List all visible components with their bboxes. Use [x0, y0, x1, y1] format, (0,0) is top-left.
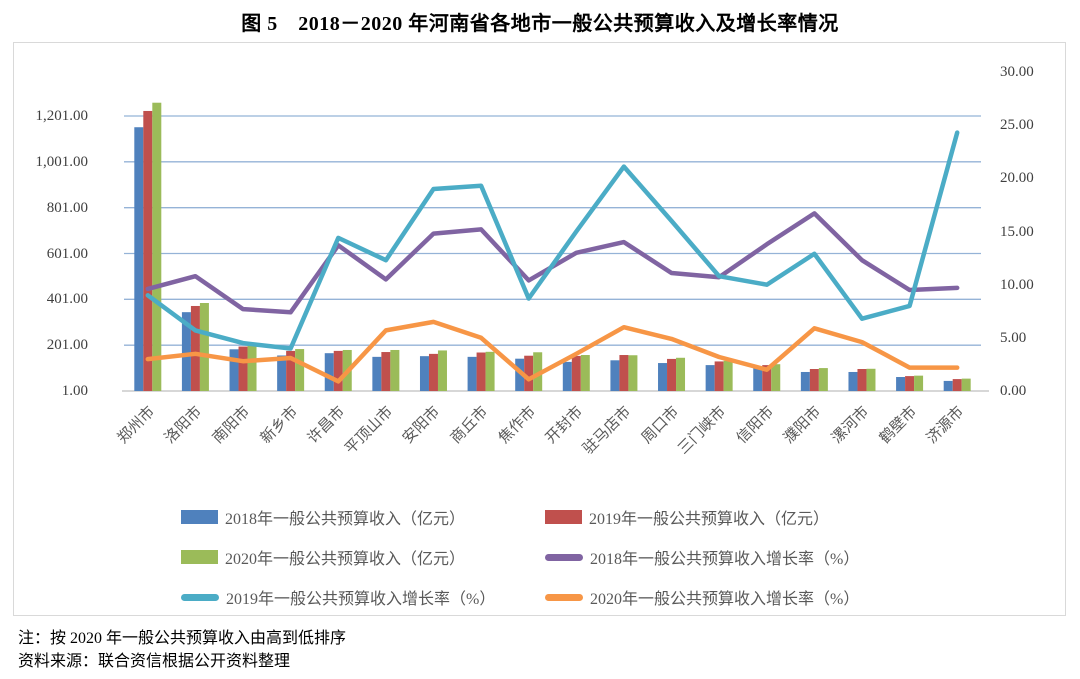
right-axis-tick: 15.00	[1000, 223, 1034, 240]
bar	[943, 380, 953, 391]
right-axis-tick: 10.00	[1000, 276, 1034, 293]
bar	[676, 357, 686, 391]
legend-item: 2018年一般公共预算收入（亿元）	[181, 504, 545, 530]
bar	[428, 353, 438, 391]
bar	[190, 305, 200, 391]
bar	[610, 360, 620, 391]
bar	[533, 352, 543, 391]
bar	[381, 352, 391, 391]
bar	[419, 356, 429, 391]
legend: 2018年一般公共预算收入（亿元） 2019年一般公共预算收入（亿元） 2020年一…	[181, 504, 905, 610]
right-axis-tick: 25.00	[1000, 117, 1034, 134]
bar	[762, 365, 772, 391]
right-axis-tick: 5.00	[1000, 329, 1027, 346]
legend-label: 2020年一般公共预算收入（亿元）	[225, 551, 466, 568]
bar	[866, 368, 876, 391]
left-axis-tick: 401.00	[46, 291, 88, 308]
legend-bar-swatch	[181, 550, 218, 564]
chart-title: 图 5 2018－2020 年河南省各地市一般公共预算收入及增长率情况	[241, 13, 839, 35]
bar	[800, 371, 810, 391]
legend-item: 2019年一般公共预算收入（亿元）	[545, 504, 905, 530]
legend-line-swatch	[545, 593, 583, 601]
bar	[619, 355, 629, 391]
left-axis-tick: 1,201.00	[35, 108, 89, 124]
bar	[295, 349, 305, 391]
bar	[372, 356, 382, 391]
bar	[809, 369, 819, 391]
bar	[485, 351, 495, 391]
left-axis-tick: 601.00	[46, 245, 88, 262]
left-axis-tick: 1.00	[61, 383, 88, 399]
bar	[714, 361, 724, 391]
legend-item: 2018年一般公共预算收入增长率（%）	[545, 544, 905, 570]
right-axis-tick: 0.00	[1000, 383, 1027, 399]
bar	[723, 360, 733, 391]
legend-label: 2018年一般公共预算收入增长率（%）	[590, 551, 860, 568]
left-axis-tick: 801.00	[46, 199, 88, 216]
growth-line	[145, 130, 960, 351]
bar	[818, 368, 828, 391]
bar	[753, 368, 763, 391]
bar	[571, 355, 581, 391]
legend-label: 2019年一般公共预算收入（亿元）	[589, 511, 830, 528]
legend-item: 2019年一般公共预算收入增长率（%）	[181, 584, 545, 610]
bar	[286, 350, 296, 391]
bar	[658, 363, 668, 391]
right-axis-tick: 30.00	[1000, 64, 1034, 80]
bar	[333, 350, 343, 391]
bar	[437, 350, 447, 391]
legend-item: 2020年一般公共预算收入增长率（%）	[545, 584, 905, 610]
bar	[324, 353, 334, 391]
bar	[524, 355, 534, 391]
legend-bar-swatch	[545, 510, 582, 524]
growth-line	[145, 319, 960, 384]
bar	[181, 312, 191, 391]
legend-label: 2019年一般公共预算收入增长率（%）	[226, 591, 496, 608]
bar	[476, 352, 486, 391]
legend-bar-swatch	[181, 510, 218, 524]
bar	[914, 375, 924, 391]
bar	[580, 355, 590, 391]
bar	[467, 356, 477, 391]
bar	[152, 102, 162, 391]
legend-label: 2018年一般公共预算收入（亿元）	[225, 511, 466, 528]
bar	[771, 364, 781, 391]
right-axis-tick: 20.00	[1000, 170, 1034, 187]
legend-line-swatch	[545, 553, 583, 561]
left-axis-tick: 1,001.00	[35, 153, 89, 170]
left-axis-tick: 201.00	[46, 337, 88, 354]
bar	[705, 365, 715, 391]
bar	[229, 349, 239, 391]
bar	[961, 378, 971, 391]
bar	[199, 303, 209, 391]
bar	[134, 127, 144, 392]
legend-item: 2020年一般公共预算收入（亿元）	[181, 544, 545, 570]
bar	[277, 355, 287, 391]
legend-line-swatch	[181, 593, 219, 601]
bar	[562, 361, 572, 391]
bar	[952, 379, 962, 391]
bar	[238, 346, 248, 391]
bar	[857, 369, 867, 391]
bar	[667, 358, 677, 391]
bar	[247, 345, 257, 391]
bar	[143, 110, 153, 391]
legend-label: 2020年一般公共预算收入增长率（%）	[590, 591, 860, 608]
note-sort-order: 注：按 2020 年一般公共预算收入由高到低排序	[18, 630, 347, 647]
bar	[628, 355, 638, 391]
bar	[896, 377, 906, 391]
bar	[848, 371, 858, 391]
note-source: 资料来源：联合资信根据公开资料整理	[18, 653, 291, 670]
bar	[905, 376, 915, 391]
bar	[390, 349, 400, 391]
bar	[515, 358, 525, 391]
